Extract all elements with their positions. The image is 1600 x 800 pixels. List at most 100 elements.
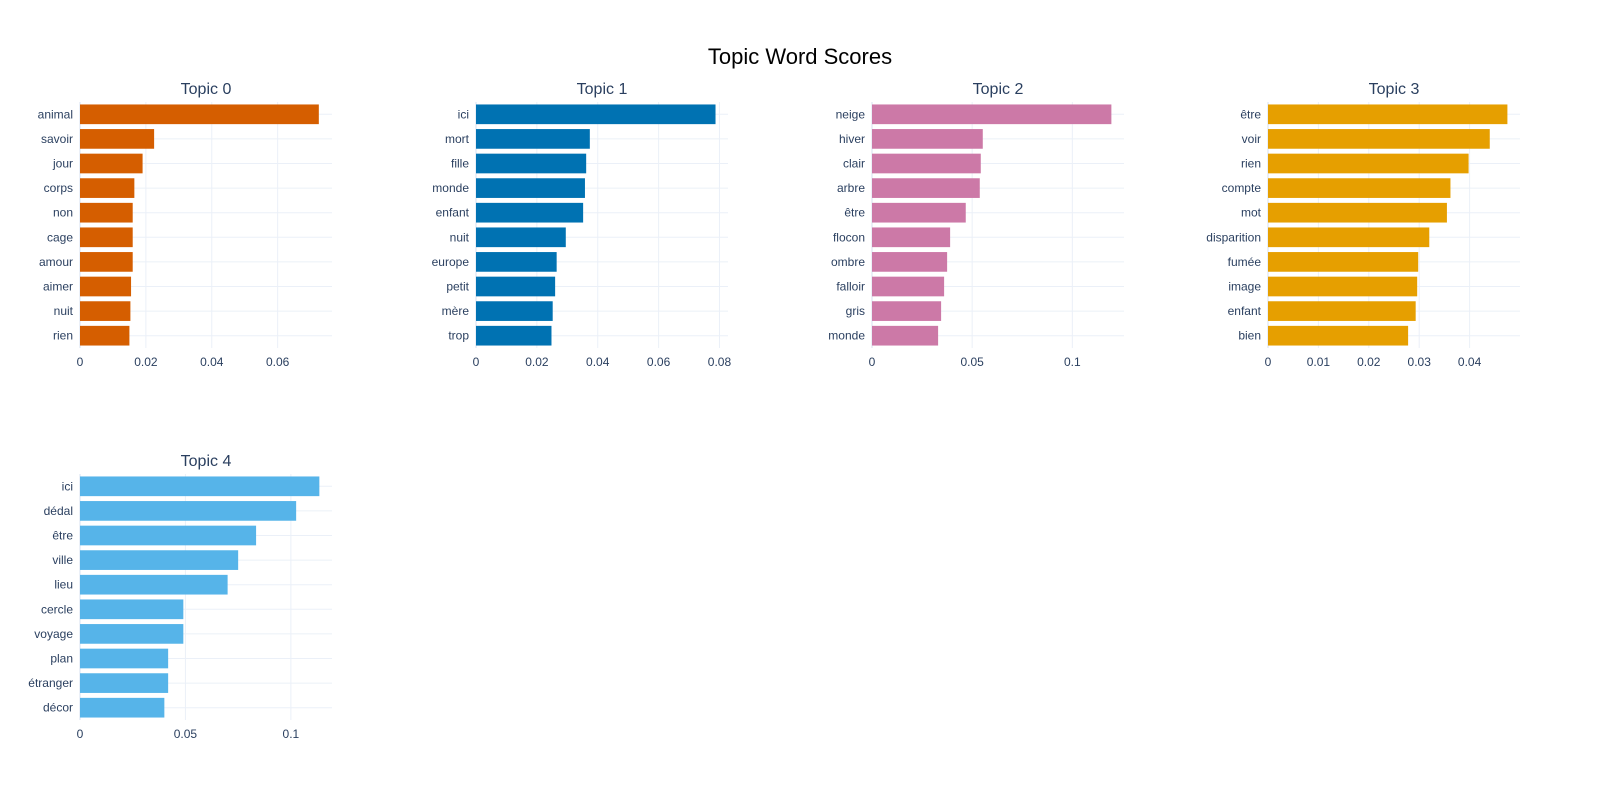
category-label: voyage [34,627,73,641]
bar-fille [476,153,587,174]
bar-cage [80,227,133,248]
category-label: être [844,206,865,220]
category-label: rien [53,329,73,343]
category-label: falloir [836,280,865,294]
bar-cercle [80,599,184,620]
x-tick-label: 0.02 [134,355,158,369]
category-label: hiver [839,132,865,146]
x-tick-label: 0.02 [525,355,549,369]
bar-nuit [476,227,566,248]
category-label: non [53,206,73,220]
category-label: ombre [831,255,865,269]
figure-title: Topic Word Scores [708,44,892,69]
category-label: amour [39,255,73,269]
bar-mot [1268,202,1447,223]
bar-petit [476,276,556,297]
bar-voyage [80,624,184,644]
category-label: cercle [41,602,73,616]
x-tick-label: 0.06 [266,355,290,369]
bar-lieu [80,574,228,595]
topic-panel-3: Topic 3 0 0.01 0.02 0.03 0.04 être voir rien comp… [1206,81,1520,369]
category-label: trop [448,329,469,343]
bar-animal [80,104,319,125]
category-label: savoir [41,132,73,146]
category-label: lieu [54,578,73,592]
panel-title: Topic 0 [181,81,232,98]
x-tick-label: 0 [473,355,480,369]
bar-ici [80,476,320,497]
bar-plan [80,648,169,669]
bar-clair [872,153,981,174]
bar-mère [476,301,553,321]
bar-rien [1268,153,1469,174]
category-label: flocon [833,230,865,244]
x-tick-label: 0.06 [647,355,671,369]
bar-enfant [1268,301,1416,321]
category-label: petit [446,280,469,294]
bar-dédal [80,501,297,521]
bar-voir [1268,129,1490,149]
panel-title: Topic 3 [1369,81,1420,98]
topic-panel-2: Topic 2 0 0.05 0.1 neige hiver clair arbre être f… [828,81,1124,369]
topic-panel-1: Topic 1 0 0.02 0.04 0.06 0.08 ici mort fille mond… [432,81,732,369]
bar-falloir [872,276,945,297]
category-label: gris [846,304,865,318]
bar-image [1268,276,1418,297]
category-label: voir [1242,132,1261,146]
bar-nuit [80,301,131,321]
x-tick-label: 0 [77,355,84,369]
category-label: compte [1222,181,1262,195]
bar-aimer [80,276,132,297]
category-label: animal [38,107,73,121]
category-label: décor [43,701,73,715]
category-label: jour [52,157,73,171]
bar-fumée [1268,252,1419,272]
category-label: être [1240,107,1261,121]
category-label: mot [1241,206,1262,220]
x-tick-label: 0.1 [1064,355,1081,369]
x-tick-label: 0.04 [200,355,224,369]
bar-compte [1268,178,1451,198]
bar-corps [80,178,135,198]
category-label: rien [1241,157,1261,171]
category-label: mort [445,132,470,146]
bar-jour [80,153,143,174]
bar-europe [476,252,557,272]
category-label: étranger [28,676,73,690]
bar-être [872,202,966,223]
x-tick-label: 0.01 [1307,355,1331,369]
x-tick-label: 0.03 [1408,355,1432,369]
bar-rien [80,325,130,346]
category-label: être [52,529,73,543]
topic-panel-4: Topic 4 0 0.05 0.1 ici dédal être ville lieu cerc… [28,453,332,741]
category-label: fille [451,157,469,171]
category-label: monde [432,181,469,195]
category-label: ville [52,553,73,567]
bar-décor [80,697,165,718]
x-tick-label: 0.05 [960,355,984,369]
category-label: mère [442,304,470,318]
category-label: monde [828,329,865,343]
topic-panel-0: Topic 0 0 0.02 0.04 0.06 animal savoir jour corp… [38,81,332,369]
category-label: fumée [1228,255,1262,269]
bar-étranger [80,673,169,693]
bar-gris [872,301,942,321]
x-tick-label: 0 [1265,355,1272,369]
x-tick-label: 0.1 [283,727,300,741]
category-label: cage [47,230,73,244]
x-tick-label: 0.04 [586,355,610,369]
bar-neige [872,104,1112,125]
category-label: ici [458,107,469,121]
panel-title: Topic 2 [973,81,1024,98]
bar-enfant [476,202,584,223]
category-label: corps [44,181,73,195]
bar-hiver [872,129,983,149]
x-tick-label: 0.08 [708,355,732,369]
bar-non [80,202,133,223]
bar-monde [476,178,585,198]
category-label: dédal [44,504,73,518]
bar-monde [872,325,939,346]
category-label: clair [843,157,865,171]
subplot-grid: Topic 0 0 0.02 0.04 0.06 animal savoir jour corp… [28,81,1520,741]
